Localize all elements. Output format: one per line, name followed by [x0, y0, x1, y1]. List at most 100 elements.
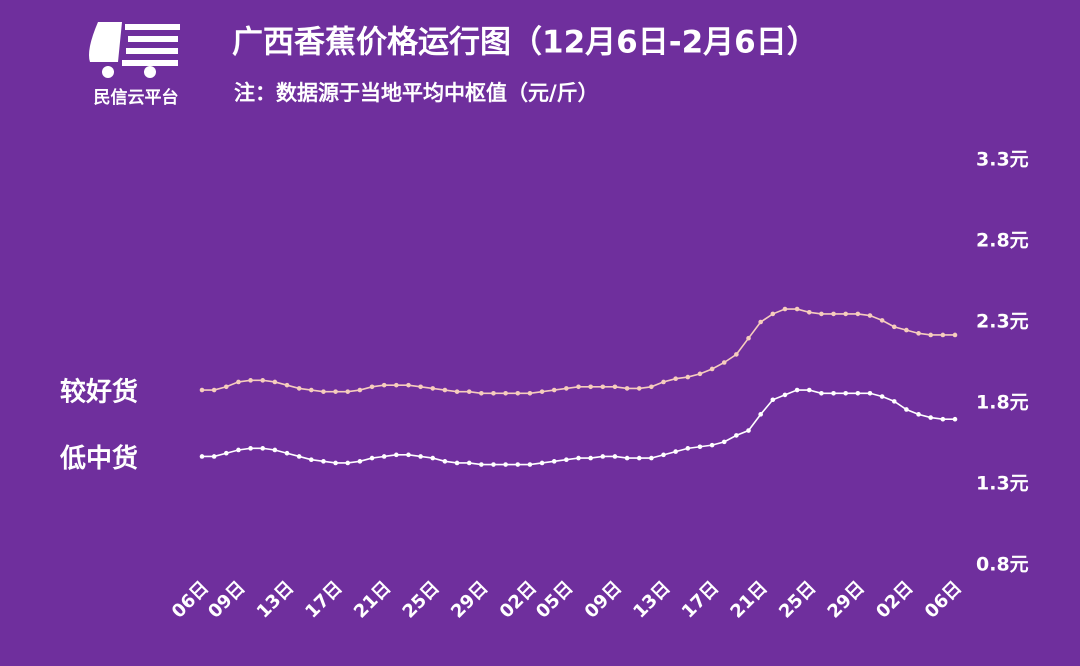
data-point: [879, 318, 885, 323]
data-point: [454, 389, 460, 394]
data-point: [758, 412, 763, 417]
data-point: [418, 454, 423, 459]
data-point: [539, 460, 545, 466]
data-point: [734, 433, 739, 438]
data-point: [479, 462, 484, 467]
y-tick-label: 1.3元: [976, 473, 1029, 495]
data-point: [794, 387, 800, 393]
data-point: [369, 384, 375, 390]
data-point: [806, 309, 812, 315]
data-point: [891, 399, 897, 404]
data-point: [211, 454, 217, 459]
data-point: [248, 446, 253, 451]
data-point: [697, 371, 703, 377]
data-point: [782, 306, 788, 312]
data-point: [819, 390, 824, 396]
data-point: [734, 352, 739, 357]
data-point: [709, 366, 715, 372]
data-point: [309, 457, 314, 463]
data-point: [430, 455, 436, 461]
data-point: [296, 454, 302, 459]
brand: 民信云平台: [94, 87, 179, 108]
data-point: [357, 459, 363, 464]
data-point: [284, 450, 290, 456]
data-point: [333, 389, 338, 394]
data-point: [855, 390, 861, 396]
data-point: [673, 376, 678, 382]
y-tick-label: 3.3元: [976, 149, 1029, 171]
data-point: [223, 384, 229, 390]
data-point: [381, 454, 387, 459]
data-point: [479, 390, 484, 396]
data-point: [600, 454, 606, 459]
data-point: [673, 449, 678, 454]
chart-title: 广西香蕉价格运行图（12月6日-2月6日）: [232, 25, 818, 61]
data-point: [770, 311, 776, 317]
data-point: [406, 382, 411, 388]
data-point: [466, 460, 472, 466]
data-point: [831, 311, 836, 317]
y-tick-label: 0.8元: [976, 554, 1029, 576]
data-point: [576, 455, 581, 461]
data-point: [394, 452, 399, 458]
data-point: [576, 384, 581, 390]
data-point: [272, 447, 278, 453]
series-label: 较好货: [60, 377, 138, 408]
data-point: [746, 335, 751, 341]
data-point: [406, 452, 411, 458]
data-point: [491, 462, 496, 467]
data-point: [831, 390, 836, 396]
data-point: [612, 384, 618, 390]
data-point: [867, 390, 873, 396]
data-point: [588, 455, 593, 461]
data-point: [636, 386, 642, 391]
data-point: [394, 382, 399, 388]
data-point: [916, 331, 921, 336]
data-point: [345, 460, 351, 466]
data-point: [855, 311, 861, 317]
data-point: [418, 384, 423, 390]
data-point: [843, 390, 848, 396]
data-point: [794, 306, 800, 312]
chart-subtitle: 注：数据源于当地平均中枢值（元/斤）: [234, 81, 599, 105]
data-point: [661, 452, 666, 458]
data-point: [223, 450, 229, 456]
data-point: [940, 332, 946, 338]
data-point: [503, 462, 508, 467]
data-point: [612, 454, 618, 459]
data-point: [442, 387, 448, 393]
data-point: [321, 389, 326, 394]
data-point: [904, 407, 909, 412]
data-point: [284, 382, 290, 388]
y-tick-label: 1.8元: [976, 392, 1029, 414]
data-point: [430, 386, 436, 391]
data-point: [843, 311, 848, 317]
data-point: [321, 459, 326, 464]
data-point: [527, 390, 533, 396]
data-point: [600, 384, 606, 390]
data-point: [685, 446, 691, 451]
data-point: [770, 397, 776, 403]
data-point: [782, 392, 788, 398]
data-point: [819, 311, 824, 317]
data-point: [904, 327, 909, 333]
data-point: [309, 387, 314, 393]
data-point: [369, 455, 375, 461]
series-label: 低中货: [59, 443, 138, 474]
data-point: [916, 412, 921, 417]
data-point: [260, 446, 266, 451]
data-point: [624, 386, 630, 391]
data-point: [199, 387, 205, 393]
data-point: [539, 389, 545, 394]
data-point: [928, 415, 934, 420]
data-point: [806, 387, 812, 393]
data-point: [649, 384, 654, 390]
data-point: [236, 447, 241, 453]
data-point: [454, 460, 460, 466]
data-point: [442, 459, 448, 464]
data-point: [891, 324, 897, 330]
data-point: [636, 455, 642, 461]
